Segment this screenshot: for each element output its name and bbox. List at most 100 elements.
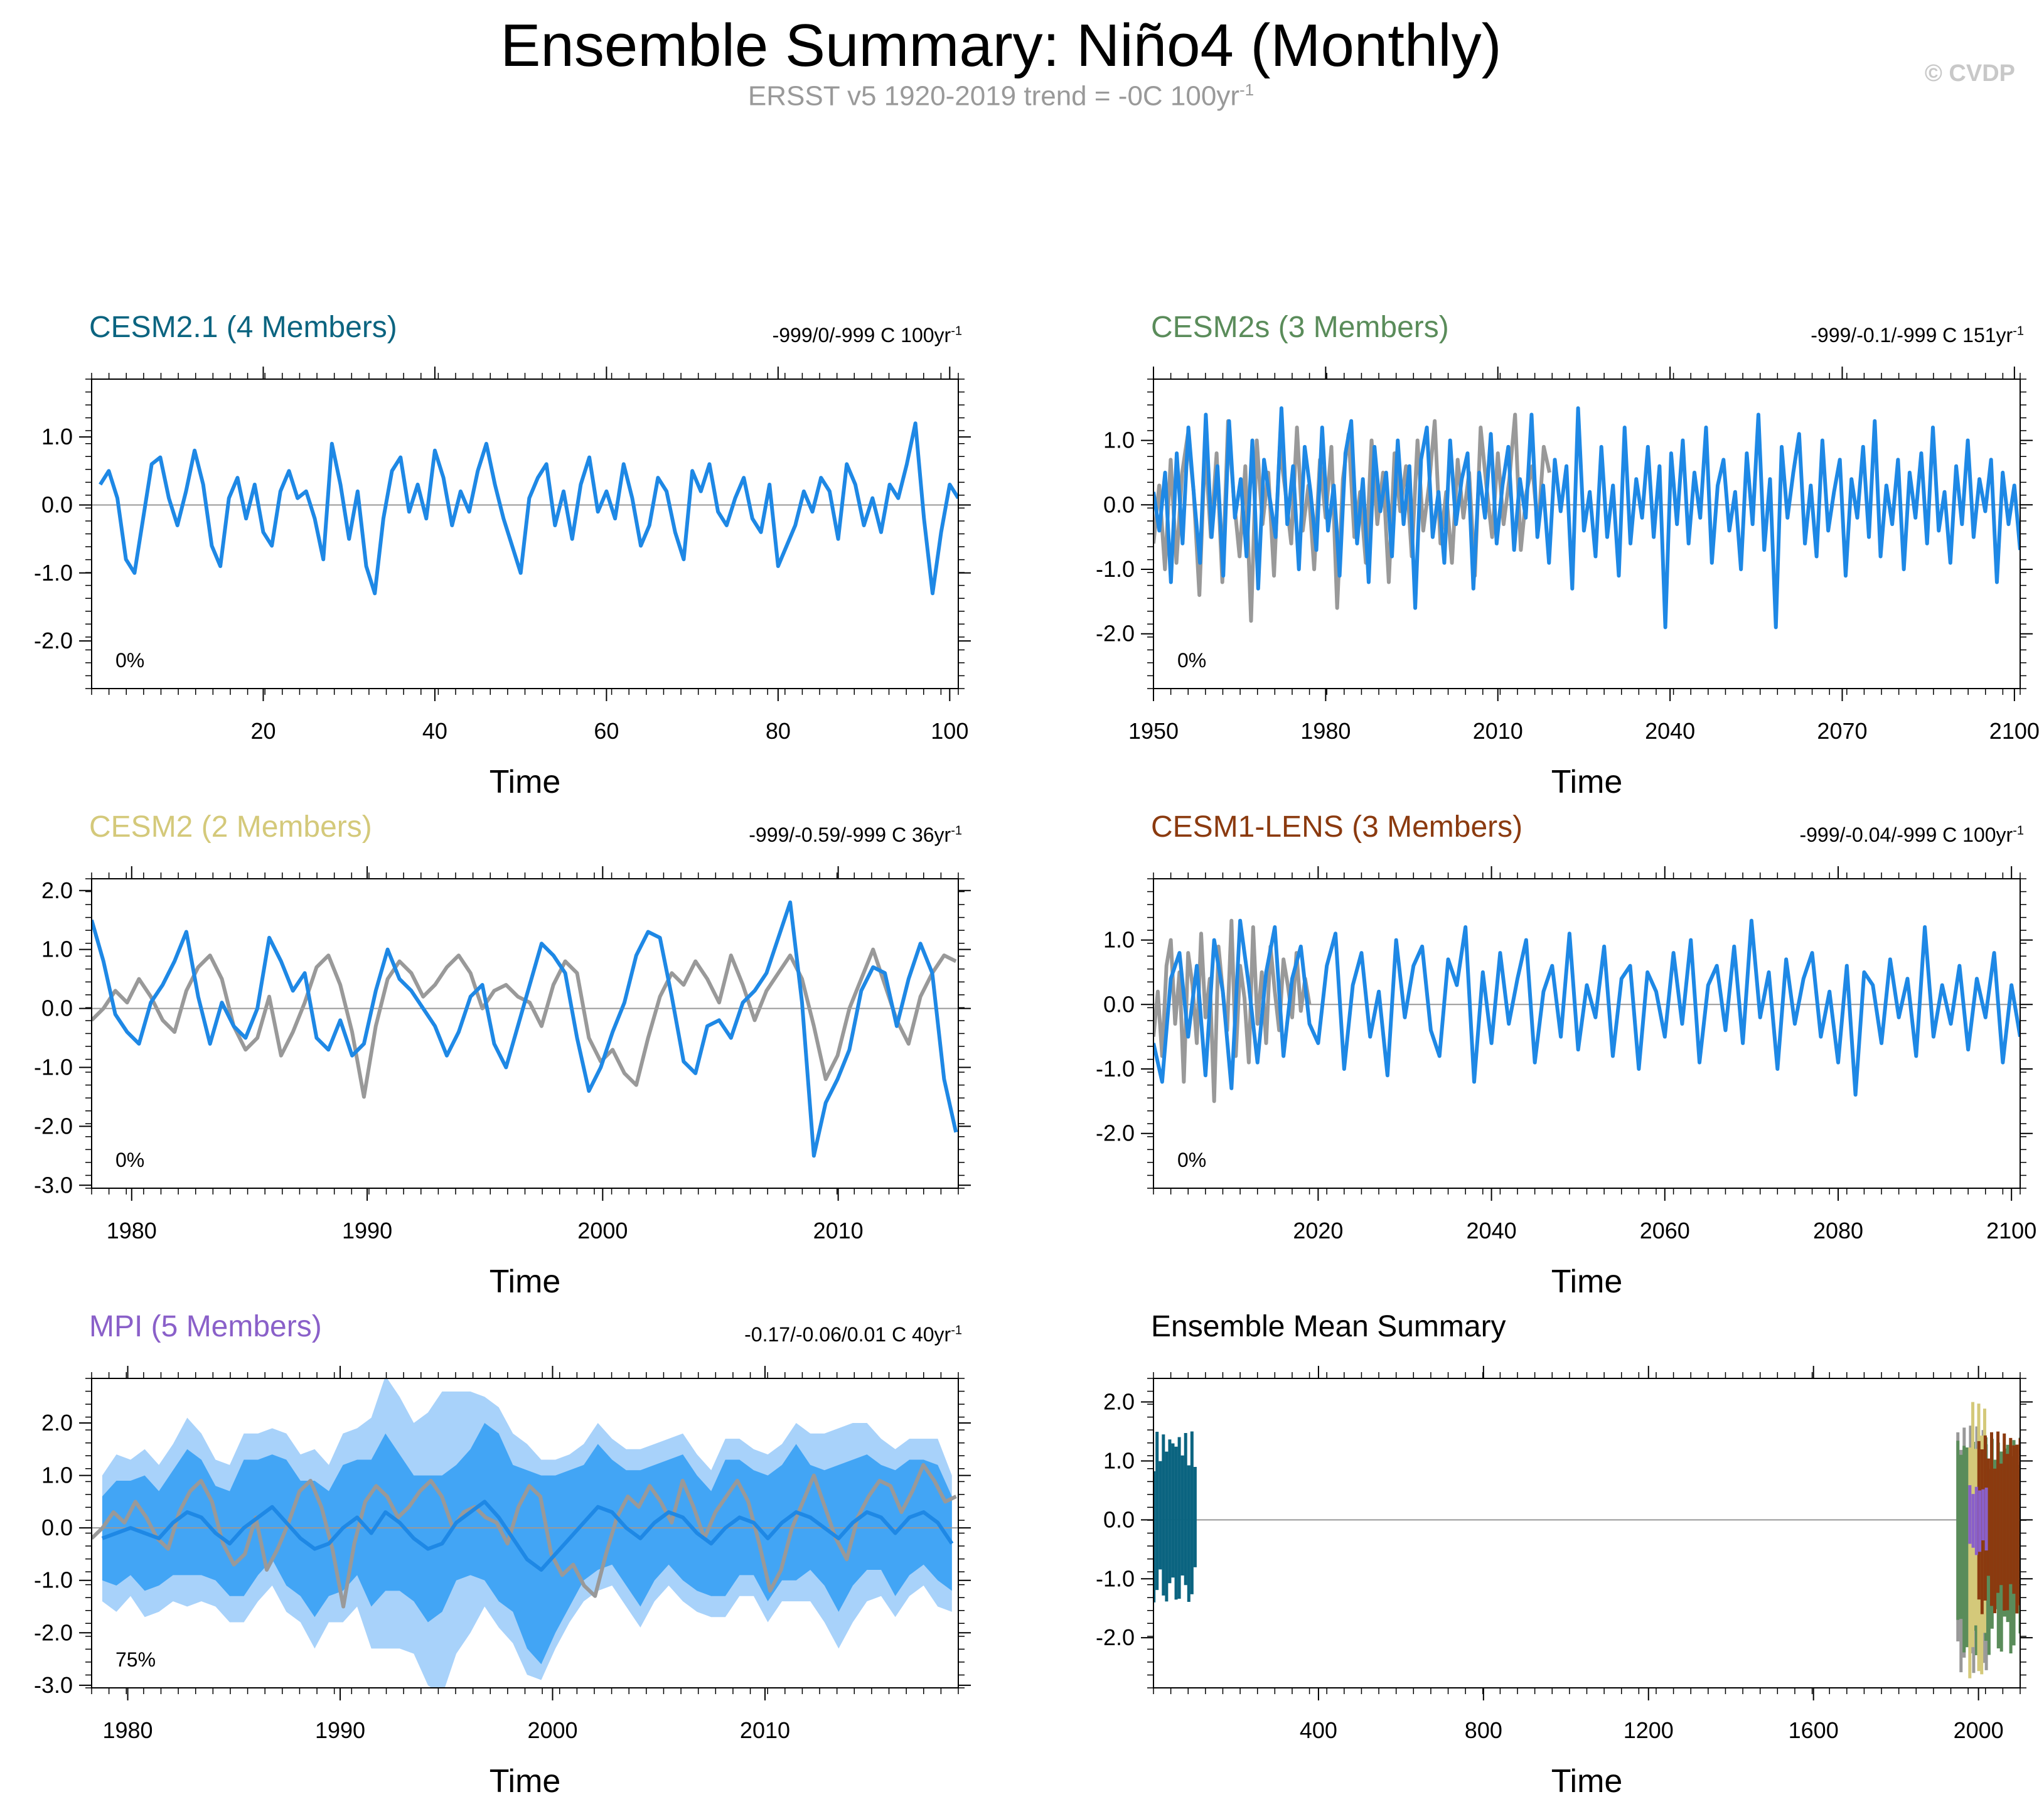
x-tick-label: 2010: [740, 1717, 790, 1743]
percent-label: 0%: [115, 1149, 144, 1171]
panel-trend-sup: -1: [951, 1323, 962, 1338]
x-tick-label: 20: [250, 718, 276, 744]
percent-label: 0%: [1177, 1149, 1206, 1171]
y-tick-label: 1.0: [41, 424, 73, 449]
x-tick-label: 60: [594, 718, 619, 744]
x-tick-label: 2000: [527, 1717, 577, 1743]
panel-trend: -999/0/-999 C 100yr-1: [773, 324, 962, 347]
figure-title: Ensemble Summary: Niño4 (Monthly): [500, 12, 1502, 79]
y-tick-label: 2.0: [1103, 1389, 1135, 1415]
y-tick-label: -1.0: [34, 560, 73, 586]
y-tick-label: 1.0: [41, 937, 73, 962]
y-tick-label: 0.0: [41, 1515, 73, 1540]
ensemble-block-6: [1968, 1485, 1988, 1555]
y-tick-label: 2.0: [41, 878, 73, 903]
y-tick-label: -1.0: [34, 1567, 73, 1593]
panel-trend-text: -999/-0.04/-999 C 100yr: [1799, 824, 2013, 846]
x-tick-label: 800: [1465, 1717, 1502, 1743]
y-tick-label: -2.0: [34, 628, 73, 653]
x-tick-label: 40: [422, 718, 447, 744]
panel-title: CESM2 (2 Members): [89, 810, 372, 844]
minor-ticks: [1147, 1372, 2026, 1694]
x-axis-label: Time: [490, 764, 561, 800]
y-tick-label: 0.0: [41, 491, 73, 517]
x-tick-label: 2000: [1954, 1717, 2004, 1743]
y-tick-label: 2.0: [41, 1410, 73, 1436]
panel-title: CESM2.1 (4 Members): [89, 311, 397, 344]
panel-trend-sup: -1: [2013, 824, 2024, 838]
y-tick-label: -1.0: [1096, 1056, 1135, 1082]
series-line-1: [92, 1463, 957, 1609]
x-axis-label: Time: [1551, 764, 1623, 800]
y-tick-label: 0.0: [1103, 1506, 1135, 1532]
plot-frame: [91, 878, 959, 1189]
x-tick-label: 400: [1300, 1717, 1337, 1743]
series-line-1: [1153, 918, 1312, 1103]
percent-label: 75%: [115, 1648, 156, 1671]
x-tick-label: 1990: [315, 1717, 365, 1743]
y-tick-label: -2.0: [34, 1619, 73, 1645]
x-tick-label: 2040: [1467, 1218, 1517, 1243]
x-tick-label: 100: [931, 718, 968, 744]
series-line-2: [1153, 406, 2020, 630]
minor-ticks: [85, 373, 965, 695]
x-tick-label: 1980: [102, 1717, 152, 1743]
y-tick-label: -1.0: [1096, 556, 1135, 582]
minor-ticks: [85, 1372, 965, 1694]
y-tick-label: 1.0: [41, 1463, 73, 1488]
panel-title: CESM1-LENS (3 Members): [1151, 810, 1523, 844]
x-axis-label: Time: [1551, 1763, 1623, 1800]
y-tick-label: -2.0: [1096, 1120, 1135, 1146]
x-tick-label: 2100: [1989, 718, 2040, 744]
x-axis-label: Time: [1551, 1264, 1623, 1300]
y-tick-label: 0.0: [1103, 991, 1135, 1017]
x-tick-label: 1200: [1624, 1717, 1674, 1743]
percent-label: 0%: [1177, 649, 1206, 672]
minor-ticks: [85, 872, 965, 1194]
x-tick-label: 1980: [107, 1218, 157, 1243]
figure-subtitle: ERSST v5 1920-2019 trend = -0C 100yr-1: [0, 80, 2002, 112]
panel-trend-text: -999/-0.1/-999 C 151yr: [1811, 324, 2013, 346]
credit-label: © CVDP: [1924, 60, 2015, 87]
x-tick-label: 1950: [1128, 718, 1179, 744]
panel-trend-sup: -1: [951, 324, 962, 338]
figure-subtitle-text: ERSST v5 1920-2019 trend = -0C 100yr: [747, 80, 1239, 112]
y-tick-label: -1.0: [34, 1054, 73, 1080]
y-tick-label: 0.0: [1103, 491, 1135, 517]
panel-trend: -0.17/-0.06/0.01 C 40yr-1: [744, 1323, 962, 1346]
panel-trend-text: -999/0/-999 C 100yr: [772, 324, 951, 346]
series-line-1: [92, 947, 957, 1099]
panel-trend-text: -0.17/-0.06/0.01 C 40yr: [744, 1323, 951, 1346]
panel-trend-sup: -1: [2013, 324, 2024, 338]
ensemble-block-1: [1153, 1431, 1197, 1602]
x-tick-label: 1980: [1300, 718, 1351, 744]
percent-label: 0%: [115, 649, 144, 672]
panel-trend: -999/-0.04/-999 C 100yr-1: [1799, 824, 2024, 847]
panel-title: Ensemble Mean Summary: [1151, 1310, 1506, 1343]
panel-trend-text: -999/-0.59/-999 C 36yr: [749, 824, 951, 846]
x-tick-label: 2010: [1473, 718, 1523, 744]
y-tick-label: -3.0: [34, 1172, 73, 1198]
x-tick-label: 1600: [1789, 1717, 1839, 1743]
y-tick-label: 1.0: [1103, 427, 1135, 453]
y-tick-label: -2.0: [34, 1113, 73, 1139]
x-tick-label: 2060: [1640, 1218, 1690, 1243]
y-tick-label: 0.0: [41, 996, 73, 1021]
y-tick-label: -1.0: [1096, 1565, 1135, 1591]
y-tick-label: 1.0: [1103, 1447, 1135, 1473]
panel-trend-sup: -1: [951, 824, 962, 838]
x-tick-label: 2070: [1817, 718, 1867, 744]
y-tick-label: -2.0: [1096, 621, 1135, 647]
plot-frame: [1153, 1378, 2021, 1688]
x-tick-label: 2100: [1986, 1218, 2036, 1243]
series-line-2: [1153, 918, 2020, 1097]
minor-ticks: [1147, 872, 2026, 1194]
x-tick-label: 2000: [577, 1218, 628, 1243]
x-tick-label: 2010: [813, 1218, 864, 1243]
x-tick-label: 2040: [1645, 718, 1695, 744]
panel-trend: -999/-0.59/-999 C 36yr-1: [749, 824, 962, 847]
x-tick-label: 1990: [342, 1218, 392, 1243]
y-tick-label: -3.0: [34, 1672, 73, 1698]
y-tick-label: 1.0: [1103, 927, 1135, 953]
